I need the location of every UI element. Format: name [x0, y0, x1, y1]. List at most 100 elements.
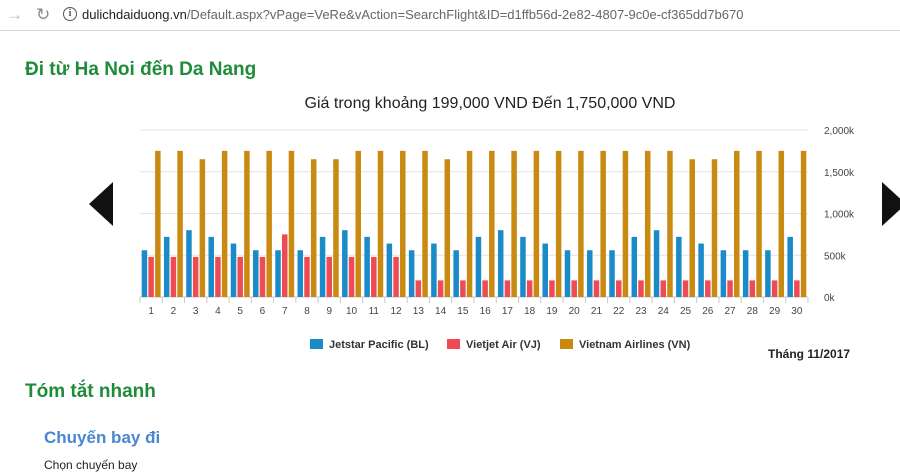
legend-swatch-vietnam-airlines: [560, 339, 573, 349]
legend-label-vietjet: Vietjet Air (VJ): [466, 339, 541, 351]
reload-icon[interactable]: ↻: [36, 5, 51, 24]
bar: [794, 280, 800, 297]
bar: [408, 250, 415, 297]
bar: [221, 150, 228, 297]
x-tick-label: 14: [435, 306, 447, 317]
bar: [170, 256, 177, 297]
url-field[interactable]: dulichdaiduong.vn/Default.aspx?vPage=VeR…: [82, 7, 743, 22]
legend-swatch-jetstar: [310, 339, 323, 349]
summary-title: Tóm tắt nhanh: [25, 381, 156, 402]
bar: [520, 236, 526, 297]
bar: [393, 256, 399, 297]
bar: [564, 250, 571, 297]
x-tick-label: 25: [680, 306, 692, 317]
bar: [244, 150, 250, 297]
bar: [511, 150, 517, 297]
x-tick-label: 5: [237, 306, 243, 317]
y-tick-label: 500k: [824, 251, 847, 262]
x-tick-label: 29: [769, 306, 781, 317]
bar: [253, 250, 259, 297]
bar: [186, 230, 192, 297]
info-icon[interactable]: i: [63, 7, 77, 21]
bar: [734, 150, 740, 297]
bar: [333, 159, 339, 297]
x-tick-label: 18: [524, 306, 536, 317]
x-tick-label: 22: [613, 306, 625, 317]
legend-item-vietjet[interactable]: Vietjet Air (VJ): [447, 339, 541, 351]
bar: [326, 256, 333, 297]
bar: [593, 280, 600, 297]
bar: [288, 150, 295, 297]
url-path: /Default.aspx?vPage=VeRe&vAction=SearchF…: [186, 7, 744, 22]
bar: [689, 159, 695, 297]
x-tick-label: 15: [457, 306, 469, 317]
bar: [237, 256, 243, 297]
y-tick-label: 0k: [824, 293, 836, 304]
url-domain: dulichdaiduong.vn: [82, 7, 187, 22]
x-tick-label: 30: [791, 306, 803, 317]
bar: [682, 280, 689, 297]
bar: [230, 243, 237, 297]
bar: [800, 150, 807, 297]
bar: [549, 280, 555, 297]
bar: [304, 256, 310, 297]
bar: [148, 256, 154, 297]
x-tick-label: 2: [171, 306, 177, 317]
bar: [631, 236, 638, 297]
x-tick-label: 6: [260, 306, 266, 317]
bar: [422, 150, 428, 297]
bar: [667, 150, 673, 297]
legend-item-jetstar[interactable]: Jetstar Pacific (BL): [310, 339, 429, 351]
bar: [348, 256, 355, 297]
bar: [705, 280, 711, 297]
arrow-left-icon[interactable]: →: [6, 5, 23, 24]
bar: [297, 250, 304, 297]
bar: [504, 280, 511, 297]
bar: [600, 150, 606, 297]
x-tick-label: 7: [282, 306, 288, 317]
browser-address-bar: → ↻ i dulichdaiduong.vn/Default.aspx?vPa…: [0, 0, 900, 31]
x-tick-label: 9: [326, 306, 332, 317]
bar: [342, 230, 348, 297]
bar: [466, 150, 473, 297]
bar: [163, 236, 170, 297]
bar: [431, 243, 437, 297]
x-tick-label: 13: [413, 306, 425, 317]
bar: [415, 280, 422, 297]
bar: [386, 243, 393, 297]
bar: [437, 280, 444, 297]
route-title: Đi từ Ha Noi đến Da Nang: [25, 59, 257, 80]
bar: [259, 256, 266, 297]
bar: [676, 236, 682, 297]
bar: [542, 243, 548, 297]
x-tick-label: 11: [369, 306, 380, 317]
legend-label-jetstar: Jetstar Pacific (BL): [329, 339, 429, 351]
legend-item-vietnam-airlines[interactable]: Vietnam Airlines (VN): [560, 339, 690, 351]
bar: [489, 150, 495, 297]
y-tick-label: 2,000k: [824, 126, 855, 137]
bar: [533, 150, 540, 297]
bar: [453, 250, 459, 297]
bar: [400, 150, 406, 297]
bar: [609, 250, 615, 297]
bar: [771, 280, 778, 297]
y-tick-label: 1,500k: [824, 168, 855, 179]
bar: [208, 236, 214, 297]
bar: [615, 280, 622, 297]
bar: [319, 236, 326, 297]
month-label: Tháng 11/2017: [768, 347, 851, 361]
next-month-arrow-icon[interactable]: [882, 182, 900, 226]
x-tick-label: 1: [148, 306, 154, 317]
bar: [177, 150, 183, 297]
bar: [497, 230, 504, 297]
x-tick-label: 16: [480, 306, 492, 317]
x-tick-label: 21: [591, 306, 603, 317]
bar: [727, 280, 733, 297]
bar: [749, 280, 756, 297]
x-tick-label: 3: [193, 306, 199, 317]
bar: [266, 150, 272, 297]
prev-month-arrow-icon[interactable]: [89, 182, 113, 226]
x-tick-label: 4: [215, 306, 221, 317]
bar: [653, 230, 660, 297]
